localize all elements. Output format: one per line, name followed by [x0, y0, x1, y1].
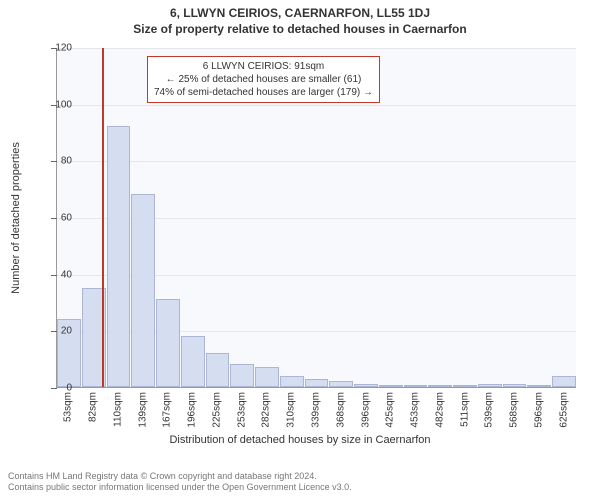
histogram-bar — [206, 353, 230, 387]
histogram-bar — [527, 385, 551, 387]
x-tick-label: 253sqm — [236, 392, 247, 428]
x-tick-label: 196sqm — [187, 392, 198, 428]
x-tick-label: 139sqm — [137, 392, 148, 428]
x-tick-label: 310sqm — [286, 392, 297, 428]
histogram-bar — [428, 385, 452, 387]
chart-subtitle: Size of property relative to detached ho… — [0, 22, 600, 36]
x-tick-label: 625sqm — [558, 392, 569, 428]
histogram-bar — [305, 379, 329, 388]
y-axis-label: Number of detached properties — [10, 142, 22, 294]
histogram-bar — [478, 384, 502, 387]
annotation-line2: ← 25% of detached houses are smaller (61… — [154, 73, 373, 86]
plot-area: 6 LLWYN CEIRIOS: 91sqm ← 25% of detached… — [56, 48, 576, 388]
histogram-bar — [280, 376, 304, 387]
address-title: 6, LLWYN CEIRIOS, CAERNARFON, LL55 1DJ — [0, 6, 600, 20]
histogram-bar — [255, 367, 279, 387]
chart-titles: 6, LLWYN CEIRIOS, CAERNARFON, LL55 1DJ S… — [0, 0, 600, 36]
histogram-bar — [552, 376, 576, 387]
reference-line — [102, 48, 104, 387]
histogram-bar — [503, 384, 527, 387]
histogram-bar — [379, 385, 403, 387]
y-tick-label: 120 — [42, 43, 72, 54]
x-tick-label: 482sqm — [434, 392, 445, 428]
y-tick-label: 40 — [42, 269, 72, 280]
footer-line1: Contains HM Land Registry data © Crown c… — [8, 471, 592, 483]
x-tick-label: 568sqm — [509, 392, 520, 428]
footer-line2: Contains public sector information licen… — [8, 482, 592, 494]
x-tick-label: 53sqm — [63, 392, 74, 422]
histogram-bar — [453, 385, 477, 387]
y-tick-label: 20 — [42, 326, 72, 337]
x-tick-label: 225sqm — [211, 392, 222, 428]
grid-line — [57, 161, 576, 162]
x-tick-label: 110sqm — [112, 392, 123, 427]
annotation-line1: 6 LLWYN CEIRIOS: 91sqm — [154, 60, 373, 73]
x-tick-label: 453sqm — [410, 392, 421, 428]
annotation-line3: 74% of semi-detached houses are larger (… — [154, 86, 373, 99]
x-tick-label: 282sqm — [261, 392, 272, 428]
x-tick-label: 396sqm — [360, 392, 371, 428]
x-tick-label: 511sqm — [459, 392, 470, 427]
y-tick-label: 100 — [42, 99, 72, 110]
histogram-bar — [329, 381, 353, 387]
y-tick-label: 80 — [42, 156, 72, 167]
x-tick-label: 596sqm — [533, 392, 544, 428]
annotation-box: 6 LLWYN CEIRIOS: 91sqm ← 25% of detached… — [147, 56, 380, 103]
histogram-bar — [181, 336, 205, 387]
histogram-bar — [156, 299, 180, 387]
histogram-bar — [354, 384, 378, 387]
x-tick-label: 425sqm — [385, 392, 396, 428]
histogram-bar — [404, 385, 428, 387]
footer-attribution: Contains HM Land Registry data © Crown c… — [8, 471, 592, 494]
histogram-bar — [131, 194, 155, 387]
x-tick-label: 82sqm — [88, 392, 99, 422]
histogram-bar — [230, 364, 254, 387]
x-axis-label: Distribution of detached houses by size … — [0, 434, 600, 446]
grid-line — [57, 105, 576, 106]
x-tick-label: 368sqm — [335, 392, 346, 428]
x-tick-label: 339sqm — [311, 392, 322, 428]
x-tick-label: 539sqm — [484, 392, 495, 428]
y-tick-label: 60 — [42, 213, 72, 224]
histogram-bar — [107, 126, 131, 387]
chart-area: 6 LLWYN CEIRIOS: 91sqm ← 25% of detached… — [56, 48, 576, 388]
grid-line — [57, 48, 576, 49]
x-tick-label: 167sqm — [162, 392, 173, 428]
